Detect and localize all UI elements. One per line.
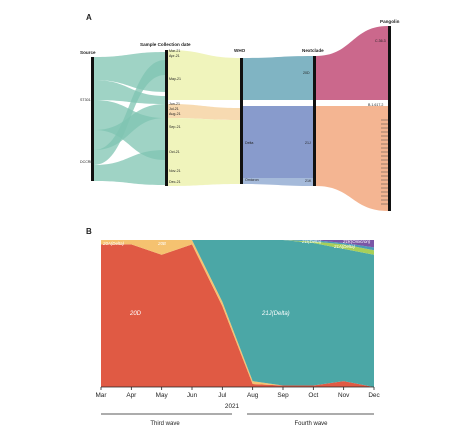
- flow-source-date: [94, 60, 165, 165]
- flows-source-to-date: [94, 52, 165, 185]
- flows-nextclade-to-pangolin: [316, 26, 388, 211]
- x-tick-label: Mar: [95, 392, 107, 399]
- area-label-20d: 20D: [129, 311, 142, 317]
- flow-date-who: [168, 104, 240, 120]
- node-label-aug21: Aug-21: [169, 112, 181, 116]
- x-tick-label: Oct: [308, 392, 318, 399]
- column-title-source: Source: [80, 50, 96, 55]
- area-chart: Mar Apr May Jun Jul Aug Sep Oct Nov Dec 20A(Delta…: [95, 239, 380, 427]
- area-label-21a: 21A(Delta): [333, 244, 356, 249]
- area-21j-delta-: [101, 240, 374, 387]
- area-label-21j: 21J(Delta): [261, 311, 290, 317]
- panel-b-letter: B: [86, 227, 92, 236]
- node-label-jul21: Jul-21: [169, 107, 179, 111]
- node-label-mar21: Mar-21: [169, 49, 180, 53]
- node-label-apr21: Apr-21: [169, 54, 180, 58]
- fourth-wave-label: Fourth wave: [294, 421, 328, 427]
- x-tick-label: Jul: [218, 392, 226, 399]
- flow-date-who: [168, 50, 240, 100]
- x-axis-year-label: 2021: [225, 403, 240, 410]
- node-label-st301: ST301: [80, 98, 91, 102]
- node-bar-nextclade: [313, 56, 316, 186]
- sankey-diagram: Source Sample Collection date WHO Nextcl…: [80, 19, 400, 211]
- flow-nextclade-pangolin: [316, 26, 388, 100]
- node-label-dec21: Dec-21: [169, 180, 181, 184]
- node-label-21k: 21K: [305, 179, 312, 183]
- flow-who-nextclade: [243, 56, 313, 100]
- x-tick-label: May: [156, 392, 169, 399]
- node-label-21j: 21J: [305, 141, 311, 145]
- flow-source-date: [94, 104, 165, 150]
- x-tick-label: Dec: [368, 392, 380, 399]
- x-tick-label: Apr: [126, 392, 137, 399]
- node-bar-pangolin: [388, 26, 391, 211]
- node-label-may21: May-21: [169, 77, 181, 81]
- area-label-21k: 21K(Omicron): [342, 239, 371, 244]
- panel-a-letter: A: [86, 13, 92, 22]
- area-series: [101, 240, 374, 387]
- flow-source-date: [94, 150, 165, 185]
- x-tick-label: Aug: [247, 392, 259, 399]
- node-label-b16172: B.1.617.2: [368, 103, 383, 107]
- area-label-mid-top: 20B: [157, 241, 166, 246]
- area-label-21i: 21I(Delta): [301, 239, 322, 244]
- x-axis-ticks: Mar Apr May Jun Jul Aug Sep Oct Nov Dec: [95, 387, 380, 399]
- flow-who-nextclade: [243, 106, 313, 178]
- flow-who-nextclade: [243, 178, 313, 186]
- area-21k-omicron-: [101, 240, 374, 248]
- flow-source-date: [94, 80, 165, 104]
- node-label-jun21: Jun-21: [169, 102, 180, 106]
- third-wave-label: Third wave: [150, 421, 180, 427]
- column-title-who: WHO: [234, 48, 246, 53]
- node-bar-date: [165, 50, 168, 186]
- flows-date-to-who: [168, 50, 240, 186]
- node-label-oct21: Oct-21: [169, 150, 180, 154]
- node-label-delta: Delta: [245, 141, 253, 145]
- flows-who-to-nextclade: [243, 56, 313, 186]
- flow-date-who: [168, 118, 240, 186]
- x-tick-label: Nov: [338, 392, 350, 399]
- node-bar-who: [240, 58, 243, 184]
- node-label-dccrm: DCCRM: [80, 160, 93, 164]
- node-bar-source: [91, 57, 94, 181]
- x-tick-label: Jun: [187, 392, 198, 399]
- area-20d: [101, 244, 374, 387]
- column-title-nextclade: Nextclade: [302, 48, 324, 53]
- node-label-20d: 20D: [303, 71, 310, 75]
- node-label-sep21: Sep-21: [169, 125, 181, 129]
- x-tick-label: Sep: [277, 392, 289, 399]
- column-title-pangolin: Pangolin: [380, 19, 400, 24]
- area-label-left-top: 20A(Delta): [102, 241, 125, 246]
- pangolin-minor-labels: [381, 119, 388, 205]
- column-title-date: Sample Collection date: [140, 42, 191, 47]
- node-label-c363: C.36.3: [375, 39, 386, 43]
- node-label-nov21: Nov-21: [169, 169, 181, 173]
- node-label-omicron: Omicron: [245, 178, 259, 182]
- flow-nextclade-pangolin: [316, 106, 388, 211]
